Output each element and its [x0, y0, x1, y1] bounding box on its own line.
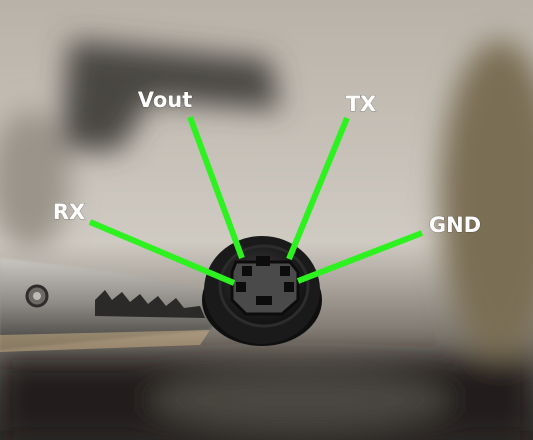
label-tx: TX — [346, 92, 377, 116]
rx-line — [88, 219, 236, 286]
alligator-clip — [0, 258, 225, 352]
label-gnd: GND — [429, 213, 481, 237]
pointer-lines — [88, 115, 424, 286]
vout-line — [187, 115, 245, 260]
connector — [202, 236, 322, 346]
label-rx: RX — [53, 200, 85, 224]
label-vout: Vout — [138, 88, 193, 112]
gnd-line — [296, 230, 424, 284]
tx-line — [286, 116, 350, 261]
